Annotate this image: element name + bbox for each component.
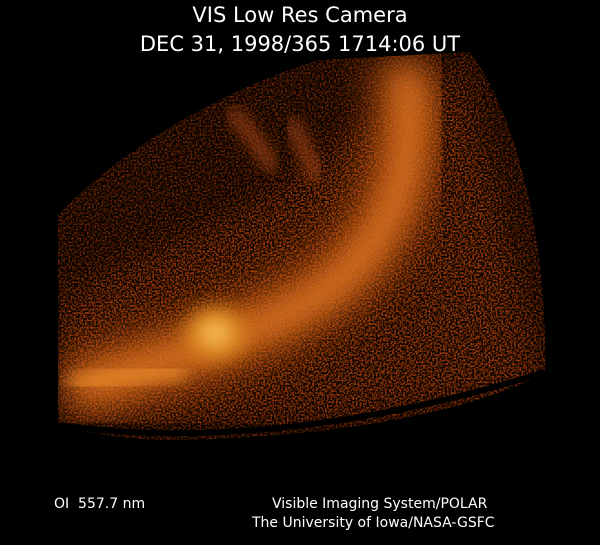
credit-line: The University of Iowa/NASA-GSFC <box>251 515 495 531</box>
filter-label: OI 557.7 nm <box>54 496 145 512</box>
image-title: VIS Low Res Camera <box>192 3 407 27</box>
credit-line: Visible Imaging System/POLAR <box>272 496 488 512</box>
timestamp: DEC 31, 1998/365 1714:06 UT <box>140 32 460 56</box>
